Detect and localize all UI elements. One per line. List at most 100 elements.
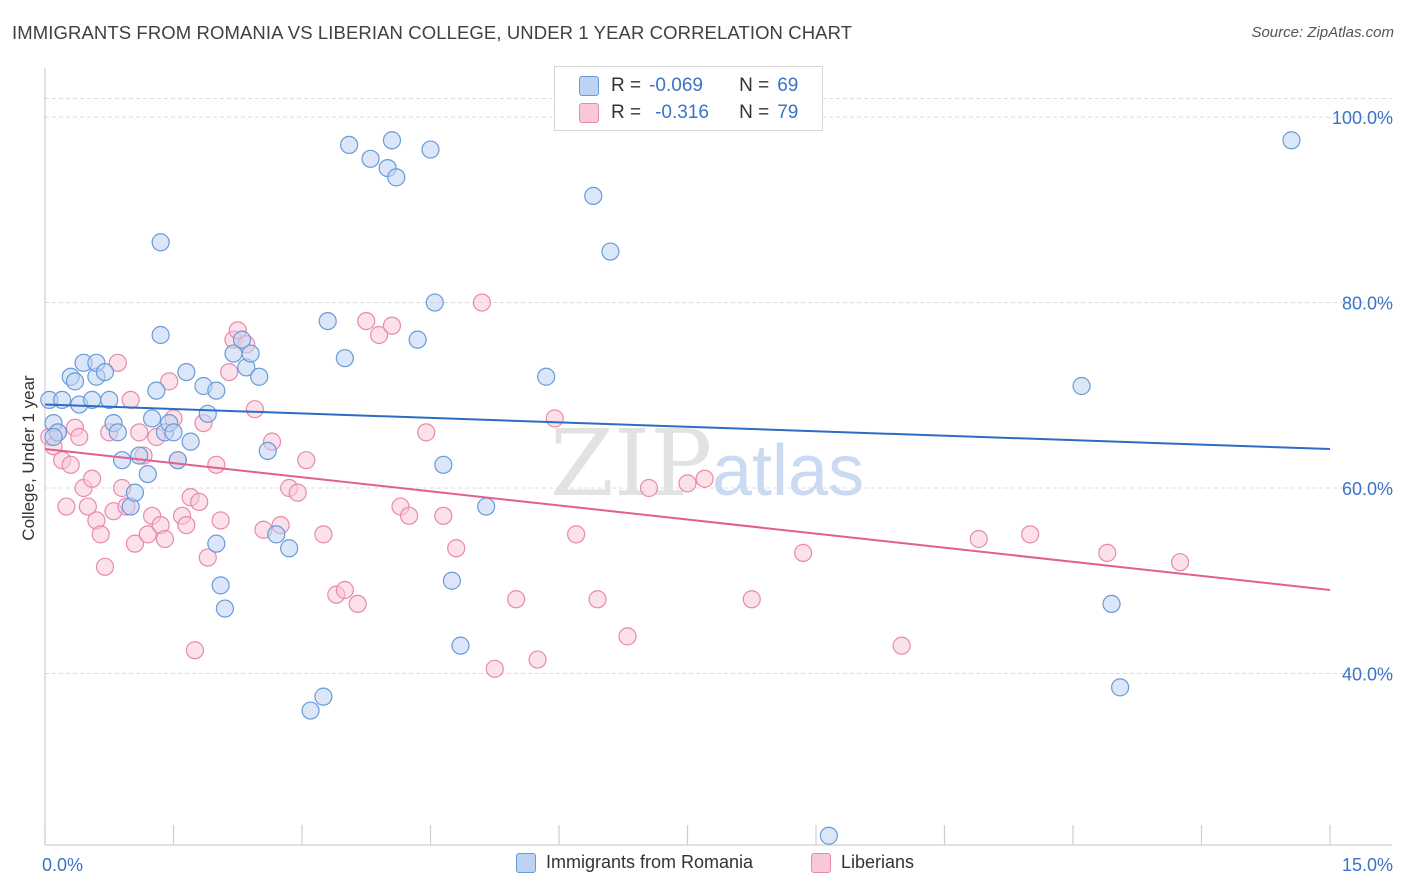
point-romania	[1282, 131, 1301, 150]
y-tick-label: 80.0%	[1342, 294, 1393, 314]
source-label: Source: ZipAtlas.com	[1251, 24, 1394, 41]
point-romania	[477, 497, 496, 516]
point-liberians	[121, 390, 140, 410]
point-liberians	[245, 400, 264, 419]
point-liberians	[78, 497, 97, 516]
legend-r-value: -0.069	[649, 75, 703, 96]
point-romania	[584, 186, 603, 206]
y-tick-label: 60.0%	[1342, 479, 1393, 499]
point-liberians	[678, 474, 697, 493]
point-romania	[442, 571, 462, 590]
point-liberians	[108, 353, 127, 372]
point-liberians	[207, 455, 226, 474]
point-romania	[1102, 594, 1121, 614]
legend-swatch-blue	[516, 852, 536, 873]
point-romania	[44, 427, 63, 447]
point-liberians	[220, 362, 239, 382]
trend-line-romania	[44, 403, 1331, 451]
point-liberians	[1170, 553, 1190, 572]
point-liberians	[1021, 525, 1040, 544]
point-liberians	[177, 515, 196, 535]
point-liberians	[190, 492, 209, 512]
point-liberians	[211, 511, 230, 530]
chart-title: IMMIGRANTS FROM ROMANIA VS LIBERIAN COLL…	[12, 22, 853, 43]
point-romania	[168, 451, 187, 470]
y-tick-label: 40.0%	[1342, 664, 1393, 684]
point-romania	[241, 344, 260, 363]
point-liberians	[95, 557, 115, 576]
x-tick-label-min: 0.0%	[42, 855, 83, 875]
point-liberians	[314, 525, 333, 544]
point-romania	[335, 349, 354, 368]
point-liberians	[57, 497, 76, 516]
point-liberians	[370, 325, 389, 345]
point-romania	[267, 525, 286, 544]
point-romania	[164, 423, 183, 442]
point-liberians	[160, 372, 179, 391]
legend-label-liberians: Liberians	[841, 852, 915, 872]
y-tick-labels: 40.0% 60.0% 80.0% 100.0%	[1332, 108, 1393, 684]
point-romania	[387, 168, 406, 187]
point-liberians	[417, 423, 436, 442]
point-romania	[112, 451, 132, 470]
trend-line-liberians	[44, 448, 1331, 591]
legend-r-label: R =	[611, 102, 642, 123]
point-liberians	[61, 455, 80, 474]
point-liberians	[472, 293, 491, 312]
point-liberians	[83, 469, 102, 488]
point-liberians	[567, 525, 586, 544]
legend-swatch-pink	[811, 852, 831, 873]
point-romania	[250, 367, 269, 386]
point-liberians	[125, 534, 145, 553]
watermark-zip: ZIP	[550, 410, 712, 517]
point-romania	[198, 404, 217, 423]
axes	[44, 68, 1392, 846]
point-liberians	[138, 525, 157, 544]
point-liberians	[297, 451, 316, 470]
point-romania	[819, 826, 838, 845]
point-romania	[125, 483, 145, 502]
point-liberians	[1098, 543, 1117, 563]
point-romania	[95, 362, 115, 382]
correlation-legend: R = -0.069 N = 69 R = -0.316 N = 79	[554, 66, 823, 131]
point-romania	[65, 372, 85, 391]
point-romania	[361, 149, 380, 168]
point-liberians	[130, 423, 149, 442]
point-romania	[451, 636, 470, 655]
point-liberians	[185, 641, 205, 660]
point-liberians	[794, 543, 813, 563]
series-liberians	[40, 293, 1190, 678]
legend-item-romania: Immigrants from Romania	[516, 852, 753, 873]
point-liberians	[892, 636, 911, 655]
point-romania	[434, 455, 453, 474]
legend-n-value: 69	[777, 75, 799, 96]
point-romania	[130, 446, 149, 465]
point-romania	[151, 233, 170, 252]
point-romania	[147, 381, 166, 400]
point-liberians	[198, 548, 217, 567]
legend-r-value: -0.316	[655, 102, 709, 123]
legend-row-romania: R = -0.069 N = 69	[579, 74, 798, 98]
legend-swatch-pink	[579, 103, 599, 123]
point-romania	[421, 140, 440, 159]
point-liberians	[969, 529, 988, 549]
point-romania	[425, 293, 444, 312]
point-liberians	[155, 529, 175, 549]
legend-n-label: N =	[739, 102, 770, 123]
point-liberians	[335, 580, 354, 600]
legend-label-romania: Immigrants from Romania	[546, 852, 754, 872]
legend-swatch-blue	[579, 76, 599, 96]
series-romania	[40, 131, 1301, 845]
point-liberians	[507, 590, 526, 609]
point-romania	[382, 131, 402, 150]
point-romania	[207, 534, 226, 553]
legend-r-label: R =	[611, 75, 642, 96]
point-romania	[100, 390, 119, 410]
legend-n-label: N =	[739, 75, 770, 96]
point-romania	[177, 362, 196, 382]
point-romania	[318, 311, 337, 331]
point-romania	[211, 576, 230, 595]
point-romania	[142, 409, 162, 428]
point-liberians	[399, 506, 419, 525]
point-romania	[601, 242, 620, 261]
